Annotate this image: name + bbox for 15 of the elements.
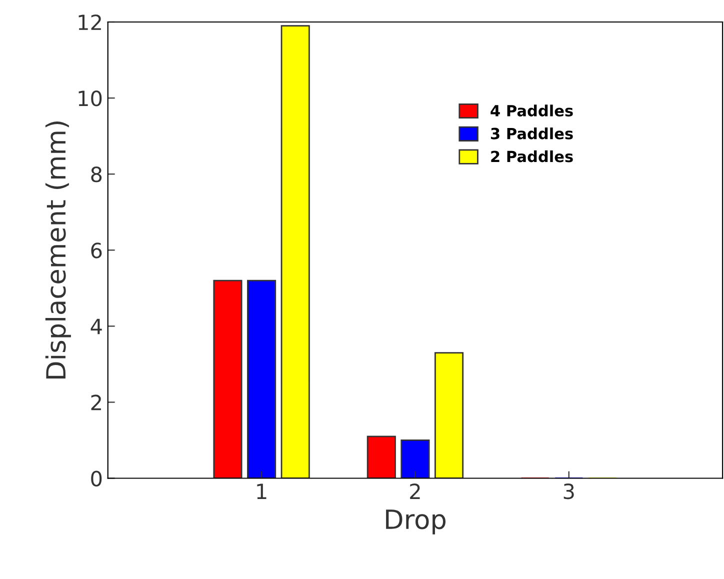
y-tick-label: 2 [91,394,101,410]
y-tick-label: 0 [91,470,102,486]
y-tick-label: 8 [91,166,102,182]
x-tick-label: 3 [564,483,574,500]
legend-label: 2 Paddles [491,150,573,162]
y-tick-label: 4 [90,318,102,334]
x-axis-title: Drop [386,510,446,534]
legend-label: 4 Paddles [490,104,573,116]
legend-label: 3 Paddles [490,128,573,140]
x-tick-label: 1 [257,484,266,499]
y-axis-title: Displacement (mm) [45,121,71,378]
y-tick-label: 10 [78,90,102,106]
y-tick-label: 6 [91,242,102,258]
y-tick-label: 12 [78,14,101,30]
x-tick-label: 2 [410,483,420,499]
